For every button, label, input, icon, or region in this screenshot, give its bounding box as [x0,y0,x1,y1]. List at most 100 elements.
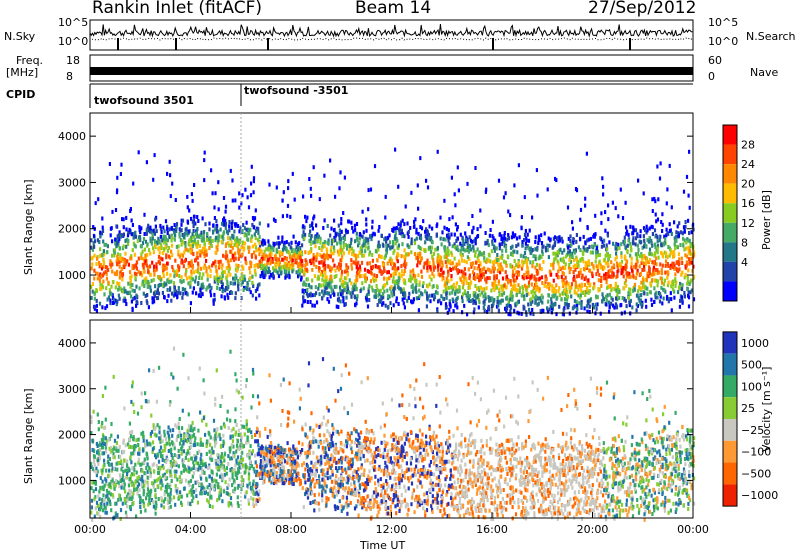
velocity-cell [645,418,648,423]
power-cell [446,258,449,263]
power-cell [540,255,543,259]
power-cell [677,269,680,274]
power-cell [567,265,571,270]
power-cell [420,291,423,296]
power-cell [493,248,496,253]
power-cell [261,265,264,270]
power-cell [283,245,286,250]
power-cell [366,304,370,309]
power-cell [190,269,193,274]
power-cell [625,304,628,309]
power-cell [104,265,108,270]
power-cell [466,245,470,250]
power-cell [173,269,176,274]
power-cell [477,285,480,290]
power-cell [527,291,530,296]
power-cell [588,283,591,288]
power-cell [217,207,220,212]
power-cell [274,219,277,223]
power-cell [103,292,106,297]
power-cell [334,268,337,273]
power-cell [358,269,361,274]
power-cell [474,166,477,170]
power-cell [617,288,620,292]
power-cell [222,253,225,258]
velocity-cell [398,485,401,490]
power-cell [169,173,172,178]
power-cell [166,278,169,283]
power-cell [491,297,494,302]
power-cell [232,258,235,263]
velocity-cell [549,475,552,480]
power-cell [155,291,159,295]
power-cell [191,198,194,203]
power-cell [606,262,609,267]
power-cell [236,268,239,273]
power-cell [432,274,436,279]
power-cell [152,250,155,255]
power-cell [203,178,206,183]
power-cell [188,275,191,280]
power-cell [666,270,669,275]
power-cell [129,256,132,261]
power-colorbar-seg-5 [723,222,737,243]
power-cell [648,258,651,262]
power-cell [627,238,630,243]
velocity-cell [293,419,296,424]
power-cell [257,231,260,235]
power-cell [686,287,689,292]
power-cell [599,311,602,316]
power-cell [483,308,486,313]
power-cell [290,265,293,270]
velocity-cell [648,488,651,493]
power-cell [692,297,696,302]
power-cell [123,259,126,264]
power-cell [651,197,654,202]
power-cell [426,258,429,263]
velocity-cell [378,506,381,511]
power-cell [500,298,503,303]
power-cell [665,201,668,206]
power-cell [178,274,181,278]
power-cell [216,223,219,228]
power-cell [538,254,541,259]
power-cell [348,219,351,224]
power-cell [250,238,253,243]
power-cell [335,284,338,289]
velocity-cell [429,460,433,464]
power-cell [438,298,441,303]
power-cell [556,236,559,241]
power-cell [596,269,599,273]
velocity-cell [358,486,362,490]
velocity-cell [524,506,527,511]
velocity-cell [418,428,422,433]
velocity-cell [476,478,479,483]
power-cell [105,242,108,247]
power-cell [227,269,230,274]
power-cell [178,254,181,259]
power-cell [689,251,692,256]
power-cell [295,260,298,265]
power-cell [529,274,532,279]
power-cell [501,253,504,258]
power-cell [355,262,359,267]
power-cell [216,273,219,278]
power-cell [166,271,169,276]
power-cell [253,232,256,237]
power-cell [257,238,260,243]
power-cell [507,303,510,308]
power-cell [180,275,183,280]
power-cell [166,238,170,243]
power-cell [549,283,552,288]
power-cell [368,261,371,266]
power-cell [309,259,312,264]
power-cell [310,223,313,227]
power-cell [634,265,637,270]
power-cell [135,266,138,271]
power-cell [229,258,232,263]
velocity-cell [684,448,687,453]
power-cell [249,261,252,266]
power-cell [241,277,245,282]
power-cell [641,276,645,281]
velocity-cell [192,495,195,500]
